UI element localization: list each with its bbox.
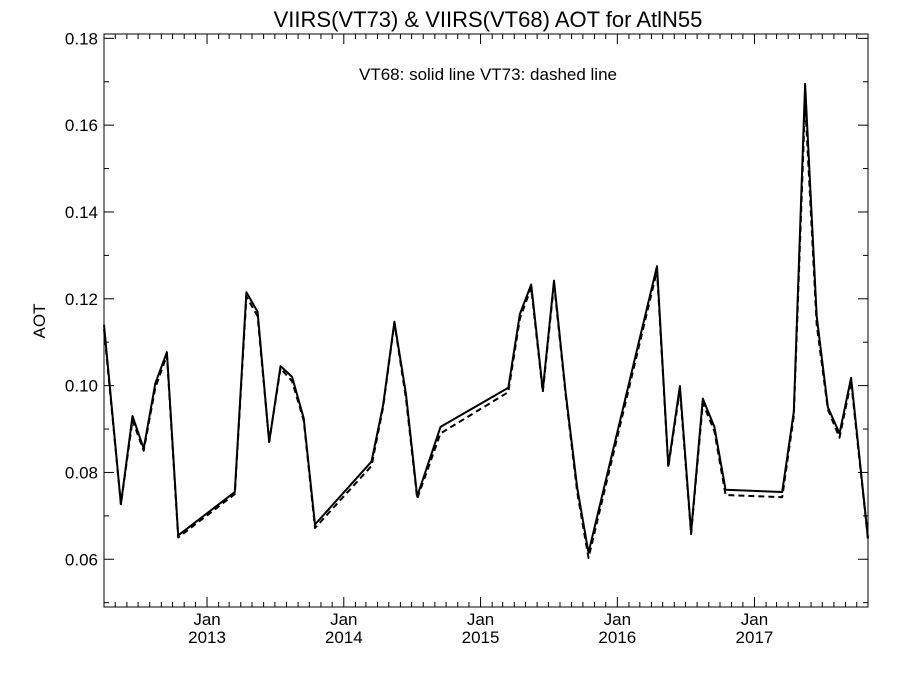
y-axis-label: AOT [30, 304, 49, 339]
x-tick-year-label: 2016 [598, 628, 636, 647]
y-tick-label: 0.12 [65, 290, 98, 309]
y-tick-label: 0.14 [65, 203, 98, 222]
chart-title: VIIRS(VT73) & VIIRS(VT68) AOT for AtlN55 [274, 7, 703, 32]
x-tick-year-label: 2017 [736, 628, 774, 647]
series-line-vt73 [103, 100, 869, 559]
plot-frame [103, 33, 869, 608]
axes: 0.060.080.100.120.140.160.18Jan2013Jan20… [65, 29, 869, 647]
x-tick-year-label: 2014 [325, 628, 363, 647]
y-tick-label: 0.18 [65, 29, 98, 48]
x-tick-year-label: 2015 [462, 628, 500, 647]
legend-annotation: VT68: solid line VT73: dashed line [359, 65, 617, 84]
y-tick-label: 0.10 [65, 377, 98, 396]
x-tick-month-label: Jan [467, 610, 494, 629]
x-tick-month-label: Jan [604, 610, 631, 629]
y-tick-label: 0.08 [65, 463, 98, 482]
x-tick-month-label: Jan [741, 610, 768, 629]
x-tick-month-label: Jan [330, 610, 357, 629]
y-tick-label: 0.16 [65, 116, 98, 135]
x-tick-month-label: Jan [193, 610, 220, 629]
y-tick-label: 0.06 [65, 550, 98, 569]
series-group [103, 82, 869, 559]
x-tick-year-label: 2013 [188, 628, 226, 647]
series-line-vt68 [103, 82, 869, 554]
